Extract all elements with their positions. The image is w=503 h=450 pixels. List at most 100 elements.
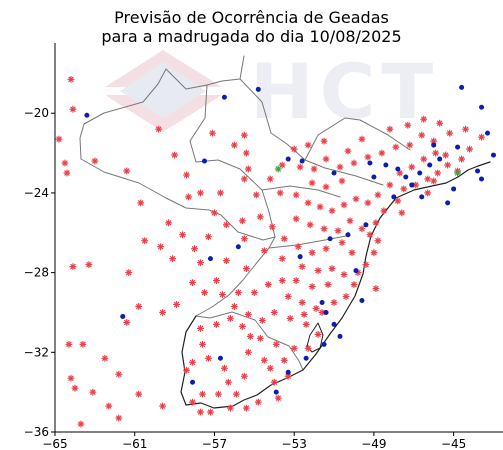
- frost-point: [364, 153, 372, 161]
- frost-point: [79, 340, 87, 348]
- no-frost-point: [371, 174, 377, 180]
- green-point: [274, 165, 282, 173]
- frost-point: [274, 394, 282, 402]
- frost-point: [290, 145, 298, 153]
- frost-point: [386, 125, 394, 133]
- frost-point: [322, 155, 330, 163]
- frost-point: [346, 217, 354, 225]
- frost-point: [342, 293, 350, 300]
- frost-point: [209, 129, 216, 137]
- no-frost-point: [331, 321, 337, 327]
- frost-point: [314, 330, 322, 338]
- frost-point: [213, 321, 220, 328]
- x-tick-label: −53: [282, 437, 307, 450]
- frost-point: [292, 215, 300, 223]
- frost-point: [320, 225, 328, 233]
- border-brazil-uruguay: [195, 311, 304, 371]
- frost-point: [310, 165, 318, 173]
- frost-point: [292, 191, 300, 199]
- frost-point: [242, 149, 250, 157]
- frost-point: [328, 265, 336, 273]
- frost-point: [286, 315, 294, 322]
- hct-watermark-logo: HCT: [105, 47, 433, 136]
- frost-point: [101, 354, 109, 362]
- frost-point: [197, 259, 204, 267]
- frost-point: [478, 133, 485, 141]
- frost-point: [230, 141, 238, 149]
- frost-point: [270, 309, 278, 316]
- no-frost-point: [221, 94, 227, 100]
- frost-point: [67, 75, 75, 83]
- frost-point: [123, 319, 131, 326]
- y-tick-label: −24: [24, 186, 49, 200]
- frost-point: [294, 243, 302, 251]
- border-bolivia-paraguay: [79, 68, 167, 160]
- frost-point: [205, 354, 212, 362]
- frost-point: [430, 177, 438, 185]
- frost-point: [207, 408, 214, 416]
- frost-point: [244, 165, 252, 173]
- frost-point: [219, 291, 226, 298]
- frost-point: [240, 235, 248, 243]
- frost-point: [227, 315, 234, 322]
- frost-point: [173, 301, 180, 308]
- frost-point: [306, 221, 314, 229]
- frost-point: [308, 179, 316, 187]
- frost-point: [362, 261, 370, 269]
- frost-point: [201, 289, 208, 296]
- frost-point: [298, 263, 306, 271]
- frost-point: [278, 255, 286, 263]
- frost-point: [350, 159, 358, 167]
- frost-point: [436, 119, 444, 127]
- frost-point: [372, 285, 380, 292]
- no-frost-point: [319, 300, 325, 305]
- no-frost-point: [303, 355, 309, 361]
- x-tick-label: −49: [361, 437, 386, 450]
- frost-point: [165, 219, 173, 227]
- frost-point: [304, 344, 312, 352]
- frost-point: [432, 149, 440, 157]
- frost-point: [264, 281, 272, 288]
- frost-point: [197, 325, 204, 332]
- frost-point: [324, 281, 332, 288]
- frost-point: [386, 181, 394, 189]
- frost-point: [322, 245, 330, 253]
- frost-point: [115, 414, 123, 422]
- frost-point: [227, 404, 234, 412]
- frost-point: [424, 175, 432, 183]
- frost-point: [179, 231, 186, 239]
- border-brazil-paraguay: [189, 84, 276, 238]
- frost-point: [314, 267, 322, 275]
- frost-point: [280, 235, 288, 243]
- border-argentina-paraguay: [80, 158, 276, 241]
- frost-point: [242, 404, 250, 412]
- frost-point: [141, 237, 149, 245]
- frost-point: [304, 141, 312, 149]
- frost-point: [404, 121, 412, 129]
- frost-point: [334, 227, 342, 235]
- frost-point: [185, 193, 192, 201]
- frost-point: [69, 105, 77, 113]
- frost-point: [338, 239, 346, 247]
- frost-point: [278, 277, 286, 284]
- no-frost-point: [479, 176, 485, 182]
- frost-point: [189, 279, 196, 286]
- frost-point: [250, 289, 258, 296]
- frost-point: [270, 378, 278, 386]
- frost-point: [137, 199, 145, 207]
- no-frost-point: [417, 170, 423, 176]
- border-brazil-states: [239, 78, 411, 186]
- frost-point: [61, 159, 69, 167]
- no-frost-point: [120, 313, 126, 319]
- frost-point: [135, 390, 143, 398]
- border-brazil-bolivia: [165, 55, 245, 90]
- no-frost-point: [475, 168, 481, 174]
- frost-point: [276, 189, 284, 197]
- frost-point: [238, 217, 246, 225]
- frost-point: [284, 293, 292, 300]
- no-frost-point: [345, 232, 351, 238]
- frost-point: [189, 398, 196, 406]
- no-frost-point: [451, 186, 457, 192]
- frost-point: [223, 257, 230, 265]
